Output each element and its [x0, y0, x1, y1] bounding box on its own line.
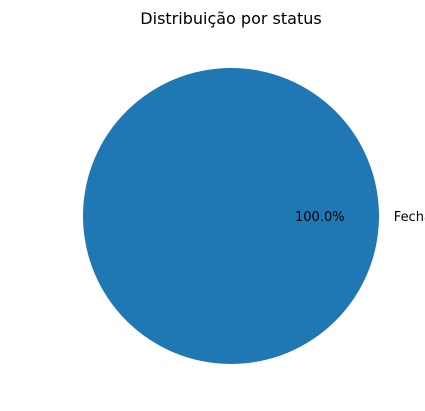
slice-label: Fechado: [394, 210, 425, 225]
chart-title: Distribuição por status: [140, 9, 321, 28]
pie-slices: Fechado 100.0%: [83, 68, 425, 364]
slice-percentage-label: 100.0%: [295, 210, 345, 225]
pie-slice-fechado: [83, 68, 379, 364]
